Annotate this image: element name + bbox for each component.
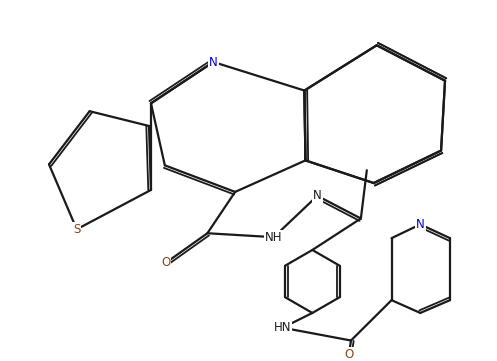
- Text: N: N: [209, 56, 218, 69]
- Text: S: S: [73, 223, 81, 236]
- Text: HN: HN: [274, 321, 291, 334]
- Text: O: O: [344, 348, 354, 361]
- Text: N: N: [416, 218, 424, 231]
- Text: N: N: [313, 189, 322, 203]
- Text: NH: NH: [265, 231, 282, 244]
- Text: O: O: [161, 256, 170, 269]
